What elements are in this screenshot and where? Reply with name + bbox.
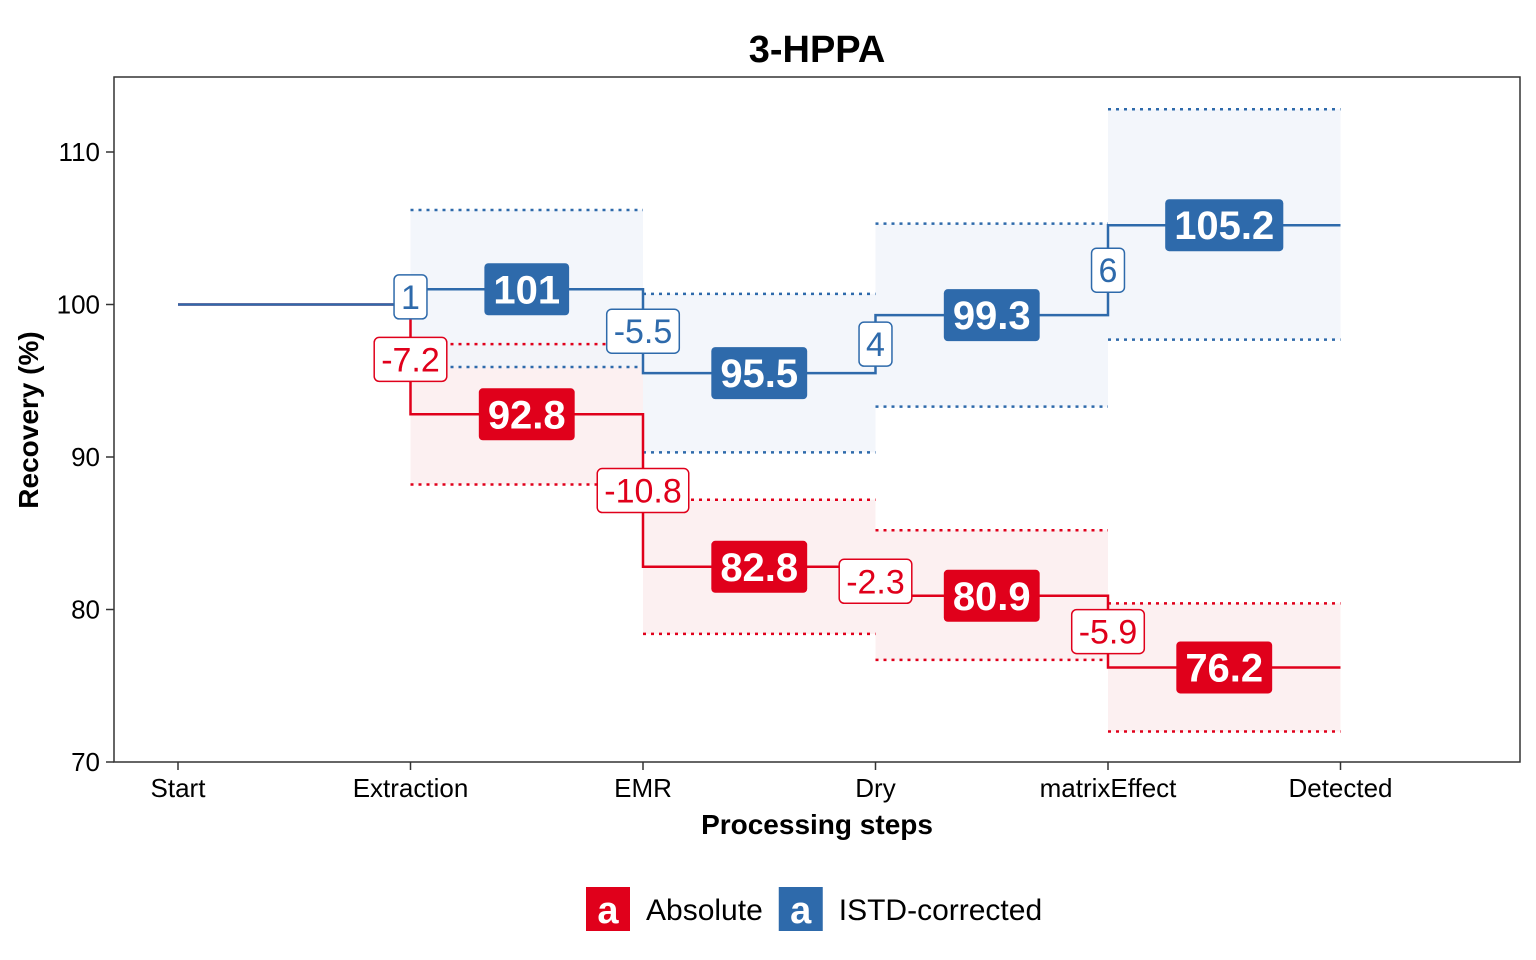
value-box-istd-corrected-3 (1165, 199, 1284, 252)
y-tick-label-2: 90 (71, 442, 100, 472)
y-tick-label-4: 110 (59, 137, 100, 167)
delta-box-absolute-2 (838, 558, 913, 605)
x-tick-label-0: Start (151, 773, 207, 803)
delta-box-istd-corrected-0 (393, 274, 428, 320)
value-box-istd-corrected-2 (943, 289, 1040, 342)
delta-label-istd-corrected-1: -5.5 (614, 313, 673, 351)
plot-panel-border (113, 76, 1521, 763)
x-tick-label-5: Detected (1288, 773, 1392, 803)
legend-key-text-absolute: a (597, 890, 619, 932)
delta-box-absolute-3 (1070, 608, 1146, 655)
delta-box-istd-corrected-3 (1090, 247, 1126, 293)
chart-title: 3-HPPA (749, 29, 886, 71)
value-label-absolute-0: 92.8 (488, 393, 566, 437)
delta-label-absolute-2: -2.3 (846, 563, 905, 601)
legend-key-istd-corrected (778, 887, 823, 931)
labels: -7.2 92.8 -10.8 82.8 -2.3 80.9 -5.9 76.2 1 101 -5.… (373, 199, 1284, 694)
value-label-istd-corrected-0: 101 (493, 268, 560, 312)
value-box-absolute-0 (478, 388, 575, 441)
x-tick-label-1: Extraction (353, 773, 469, 803)
legend-key-text-istd-corrected: a (790, 890, 812, 932)
delta-label-absolute-3: -5.9 (1079, 614, 1138, 652)
delta-label-absolute-0: -7.2 (381, 341, 440, 379)
plot-area: -7.2 92.8 -10.8 82.8 -2.3 80.9 -5.9 76.2 1 101 -5.… (178, 108, 1341, 733)
value-box-istd-corrected-1 (711, 347, 808, 400)
value-label-istd-corrected-3: 105.2 (1174, 204, 1274, 248)
value-label-absolute-2: 80.9 (953, 575, 1031, 619)
y-axis-title: Recovery (%) (13, 331, 44, 508)
legend: a Absolute a ISTD-corrected (586, 887, 1042, 932)
y-tick-label-1: 80 (71, 595, 100, 625)
value-box-absolute-3 (1176, 641, 1273, 694)
value-box-absolute-1 (711, 540, 808, 593)
x-axis-title: Processing steps (701, 809, 933, 840)
value-label-istd-corrected-2: 99.3 (953, 294, 1031, 338)
delta-box-istd-corrected-1 (605, 308, 681, 354)
delta-box-absolute-0 (373, 336, 448, 383)
legend-label-istd-corrected: ISTD-corrected (839, 894, 1042, 927)
delta-label-istd-corrected-3: 6 (1099, 252, 1118, 290)
delta-box-istd-corrected-2 (858, 321, 893, 367)
y-tick-label-0: 70 (71, 747, 100, 777)
y-tick-label-3: 100 (57, 290, 100, 320)
delta-label-absolute-1: -10.8 (604, 473, 682, 511)
x-tick-label-3: Dry (855, 773, 895, 803)
delta-label-istd-corrected-2: 4 (866, 326, 885, 364)
x-tick-label-4: matrixEffect (1040, 773, 1178, 803)
value-label-absolute-3: 76.2 (1185, 646, 1263, 690)
legend-label-absolute: Absolute (646, 894, 763, 927)
value-label-istd-corrected-1: 95.5 (720, 352, 798, 396)
delta-box-absolute-1 (596, 467, 690, 514)
x-tick-label-2: EMR (614, 773, 672, 803)
value-box-istd-corrected-0 (484, 263, 570, 316)
legend-key-absolute (586, 887, 630, 931)
axes: 70 80 90 100 110 Start Extraction EMR Dry matrixE… (57, 137, 1393, 803)
delta-label-istd-corrected-0: 1 (401, 279, 420, 317)
value-box-absolute-2 (943, 569, 1040, 622)
value-label-absolute-1: 82.8 (720, 546, 798, 590)
